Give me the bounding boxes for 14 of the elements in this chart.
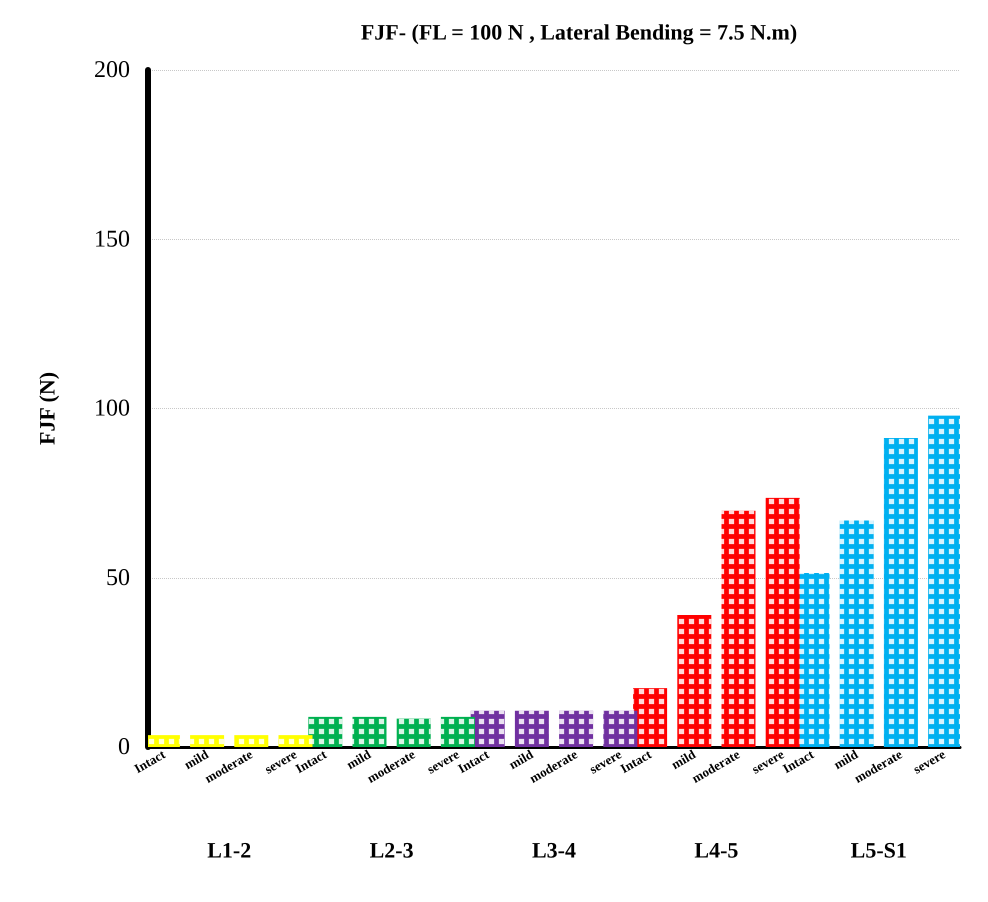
y-tick-label: 100 (94, 396, 130, 422)
y-tick-label: 50 (106, 564, 130, 591)
x-tick-label: L1-2 (207, 838, 252, 862)
y-axis-title: FJF (N) (34, 372, 60, 446)
x-tick-label: L2-3 (370, 838, 414, 862)
y-tick-label: 0 (118, 734, 130, 760)
x-tick-label: L4-5 (694, 838, 738, 862)
y-tick-label: 150 (94, 226, 130, 252)
x-tick-label: L3-4 (532, 838, 576, 862)
x-tick-label: L5-S1 (850, 838, 907, 862)
text: Intact (131, 746, 168, 776)
y-tick-label: 200 (94, 57, 130, 83)
chart-title: FJF- (FL = 100 N , Lateral Bending = 7.5 N.m) (360, 20, 798, 44)
text: severe (910, 746, 948, 777)
